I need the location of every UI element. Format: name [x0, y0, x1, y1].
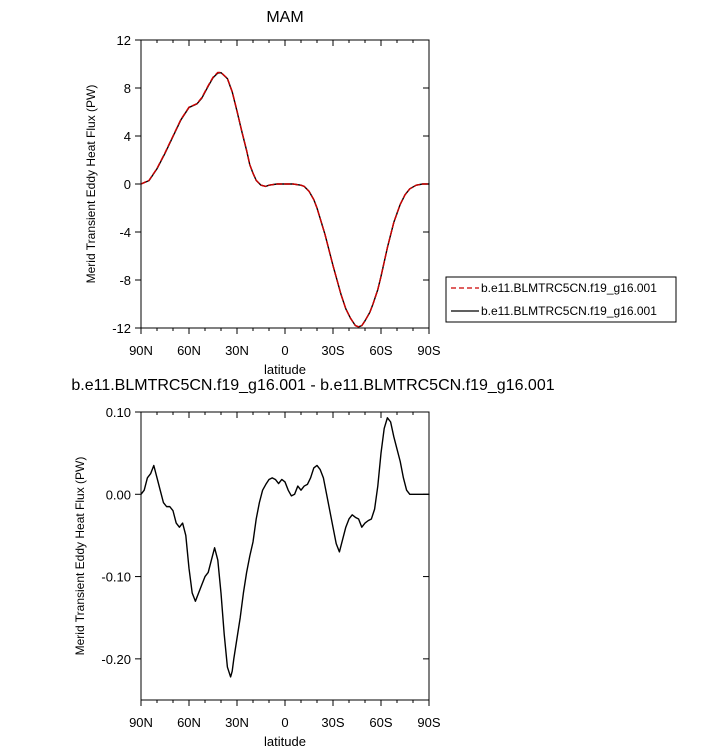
top-y-axis-label: Merid Transient Eddy Heat Flux (PW) [84, 85, 98, 284]
top-plot-frame [140, 39, 430, 329]
x-tick-label: 90N [129, 343, 153, 358]
y-tick-label: 0.10 [106, 405, 131, 420]
x-tick-label: 60N [177, 715, 201, 730]
series-line-solid [140, 71, 430, 328]
top-panel: MAM 90N 60N 30N 0 30S 60S 90S 12 8 4 0 -4 -8 -12 lati… [84, 9, 677, 377]
bottom-panel: b.e11.BLMTRC5CN.f19_g16.001 - b.e11.BLMT… [71, 377, 554, 749]
x-tick-label: 30N [225, 715, 249, 730]
top-tick-labels: 90N 60N 30N 0 30S 60S 90S 12 8 4 0 -4 -8 -12 [112, 33, 441, 358]
y-tick-label: -12 [112, 321, 131, 336]
x-tick-label: 30S [321, 715, 344, 730]
x-tick-label: 90S [417, 343, 440, 358]
x-tick-label: 60N [177, 343, 201, 358]
legend-label-1: b.e11.BLMTRC5CN.f19_g16.001 [481, 281, 657, 295]
y-tick-label: 0 [124, 177, 131, 192]
bottom-plot-frame [140, 411, 430, 701]
y-tick-label: 4 [124, 129, 131, 144]
y-tick-label: -0.20 [101, 652, 131, 667]
bottom-series-group [140, 417, 430, 678]
y-tick-label: -8 [119, 273, 131, 288]
x-tick-label: 30N [225, 343, 249, 358]
series-line-dashed [140, 71, 430, 328]
legend-label-2: b.e11.BLMTRC5CN.f19_g16.001 [481, 304, 657, 318]
bottom-chart-title: b.e11.BLMTRC5CN.f19_g16.001 - b.e11.BLMT… [71, 377, 554, 394]
y-tick-label: 8 [124, 81, 131, 96]
top-chart-title: MAM [266, 9, 303, 26]
bottom-tick-labels: 90N 60N 30N 0 30S 60S 90S 0.10 0.00 -0.10 -0.20 [101, 405, 441, 730]
x-tick-label: 60S [369, 343, 392, 358]
y-tick-label: -0.10 [101, 570, 131, 585]
legend-box [445, 276, 677, 323]
bottom-y-axis-label: Merid Transient Eddy Heat Flux (PW) [73, 457, 87, 656]
x-tick-label: 60S [369, 715, 392, 730]
y-tick-label: -4 [119, 225, 131, 240]
x-tick-label: 0 [281, 343, 288, 358]
x-tick-label: 90S [417, 715, 440, 730]
y-tick-label: 12 [117, 33, 131, 48]
bottom-x-axis-label: latitude [264, 734, 306, 749]
top-x-axis-label: latitude [264, 362, 306, 377]
top-ticks [135, 39, 430, 334]
series-line-solid [140, 417, 430, 678]
bottom-ticks [135, 411, 430, 706]
x-tick-label: 30S [321, 343, 344, 358]
legend: b.e11.BLMTRC5CN.f19_g16.001 b.e11.BLMTRC… [445, 276, 677, 323]
x-tick-label: 0 [281, 715, 288, 730]
x-tick-label: 90N [129, 715, 153, 730]
y-tick-label: 0.00 [106, 487, 131, 502]
top-series-group [140, 71, 430, 328]
